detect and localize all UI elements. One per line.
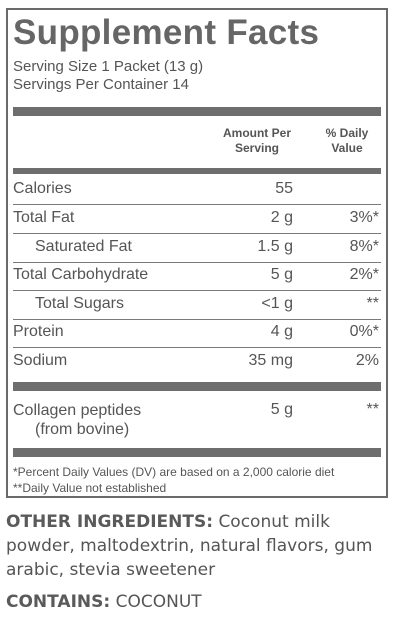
nutrient-amount: 1.5 g [257,238,293,255]
nutrient-amount: 5 g [270,266,293,283]
thick-divider [13,448,381,457]
nutrient-name: Total Sugars [35,295,124,312]
nutrient-name: Calories [13,180,72,197]
footnote-not-established: **Daily Value not established [13,481,167,495]
footnote-daily-values: *Percent Daily Values (DV) are based on … [13,465,335,479]
nutrient-name: Sodium [13,352,68,369]
nutrient-row-saturated-fat: Saturated Fat 1.5 g 8%* [13,234,381,261]
nutrient-name: Saturated Fat [35,238,132,255]
nutrient-row-total-fat: Total Fat 2 g 3%* [13,205,381,232]
other-ingredients: OTHER INGREDIENTS: Coconut milk powder, … [6,510,396,582]
nutrient-daily-value: 2% [355,352,379,369]
nutrient-amount: 35 mg [248,352,293,369]
servings-per-container: Servings Per Container 14 [13,76,189,93]
panel-title: Supplement Facts [13,13,320,52]
nutrient-name: Total Carbohydrate [13,266,149,283]
nutrient-row-total-carbohydrate: Total Carbohydrate 5 g 2%* [13,262,381,289]
nutrient-daily-value: ** [366,401,379,418]
nutrient-daily-value: 8%* [349,238,379,255]
nutrient-name: Total Fat [13,209,75,226]
nutrient-row-protein: Protein 4 g 0%* [13,319,381,346]
other-ingredients-label: OTHER INGREDIENTS: [6,512,214,532]
nutrient-daily-value: 2%* [349,266,379,283]
nutrient-daily-value: 3%* [349,209,379,226]
amount-per-serving-header: Amount Per Serving [222,126,291,155]
supplement-facts-panel: Supplement Facts Serving Size 1 Packet (… [6,8,388,498]
contains-label: CONTAINS: [6,592,111,612]
nutrient-daily-value: ** [366,295,379,312]
nutrient-amount: <1 g [261,295,293,312]
medium-divider [13,168,381,174]
nutrient-amount: 4 g [270,323,293,340]
nutrient-row-calories: Calories 55 [13,176,381,203]
nutrient-source: (from bovine) [35,421,130,438]
row-divider [13,262,381,263]
row-divider [13,233,381,234]
contains-statement: CONTAINS: COCONUT [6,592,202,612]
nutrient-row-total-sugars: Total Sugars <1 g ** [13,291,381,318]
nutrient-name: Protein [13,323,64,340]
row-divider [13,347,381,348]
contains-text: COCONUT [115,592,202,612]
nutrient-name: Collagen peptides [13,402,142,419]
nutrient-row-collagen: Collagen peptides (from bovine) 5 g ** [13,401,381,445]
other-ingredients-text: Coconut milk powder, maltodextrin, natur… [6,512,373,580]
row-divider [13,319,381,320]
nutrient-row-sodium: Sodium 35 mg 2% [13,348,381,375]
nutrient-amount: 5 g [270,401,293,418]
nutrient-amount: 55 [275,180,293,197]
row-divider [13,204,381,205]
thick-divider [13,107,381,116]
row-divider [13,290,381,291]
daily-value-header: % Daily Value [325,126,369,155]
nutrient-daily-value: 0%* [349,323,379,340]
nutrient-amount: 2 g [270,209,293,226]
thick-divider [13,382,381,391]
serving-size: Serving Size 1 Packet (13 g) [13,58,204,75]
